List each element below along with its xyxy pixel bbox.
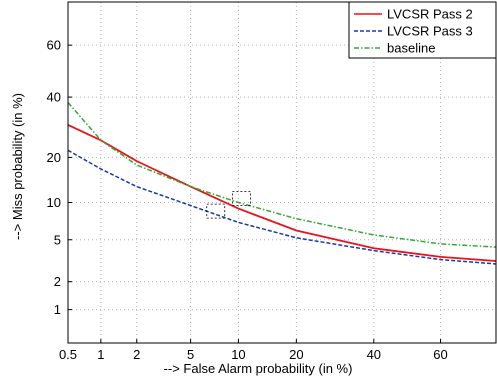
y-tick-labels: 1 2 5 10 20 40 60 [47,38,72,317]
legend: LVCSR Pass 2 LVCSR Pass 3 baseline [348,1,497,59]
x-tick-label-4: 10 [231,347,245,362]
operating-point-box-0 [206,203,226,219]
y-axis-label: --> Miss probability (in %) [10,93,25,240]
legend-label-2: baseline [387,41,435,56]
legend-label-0: LVCSR Pass 2 [387,7,473,22]
y-tick-label-0: 1 [54,302,61,317]
series-lines [67,101,497,265]
x-tick-label-1: 1 [97,347,104,362]
y-tick-label-4: 20 [47,150,61,165]
x-tick-label-7: 60 [433,347,447,362]
legend-label-1: LVCSR Pass 3 [387,24,473,39]
y-tick-label-2: 5 [54,232,61,247]
operating-point-box-1 [231,191,251,206]
y-tick-label-5: 40 [47,90,61,105]
series-line-1 [67,149,497,265]
series-line-2 [67,101,497,248]
y-tick-label-1: 2 [54,274,61,289]
y-tick-label-6: 60 [47,38,61,53]
x-tick-label-6: 40 [367,347,381,362]
legend-box [348,1,497,59]
x-tick-label-3: 5 [187,347,194,362]
x-tick-label-2: 2 [133,347,140,362]
series-line-0 [67,124,497,262]
grid-lines [68,2,496,343]
x-tick-label-5: 20 [289,347,303,362]
operating-point-markers [206,191,251,219]
x-axis-label: --> False Alarm probability (in %) [164,361,353,376]
y-tick-label-3: 10 [47,195,61,210]
x-tick-label-0: 0.5 [59,347,77,362]
plot-frame [67,1,497,344]
x-tick-labels: 0.5 1 2 5 10 20 40 60 [59,339,448,362]
